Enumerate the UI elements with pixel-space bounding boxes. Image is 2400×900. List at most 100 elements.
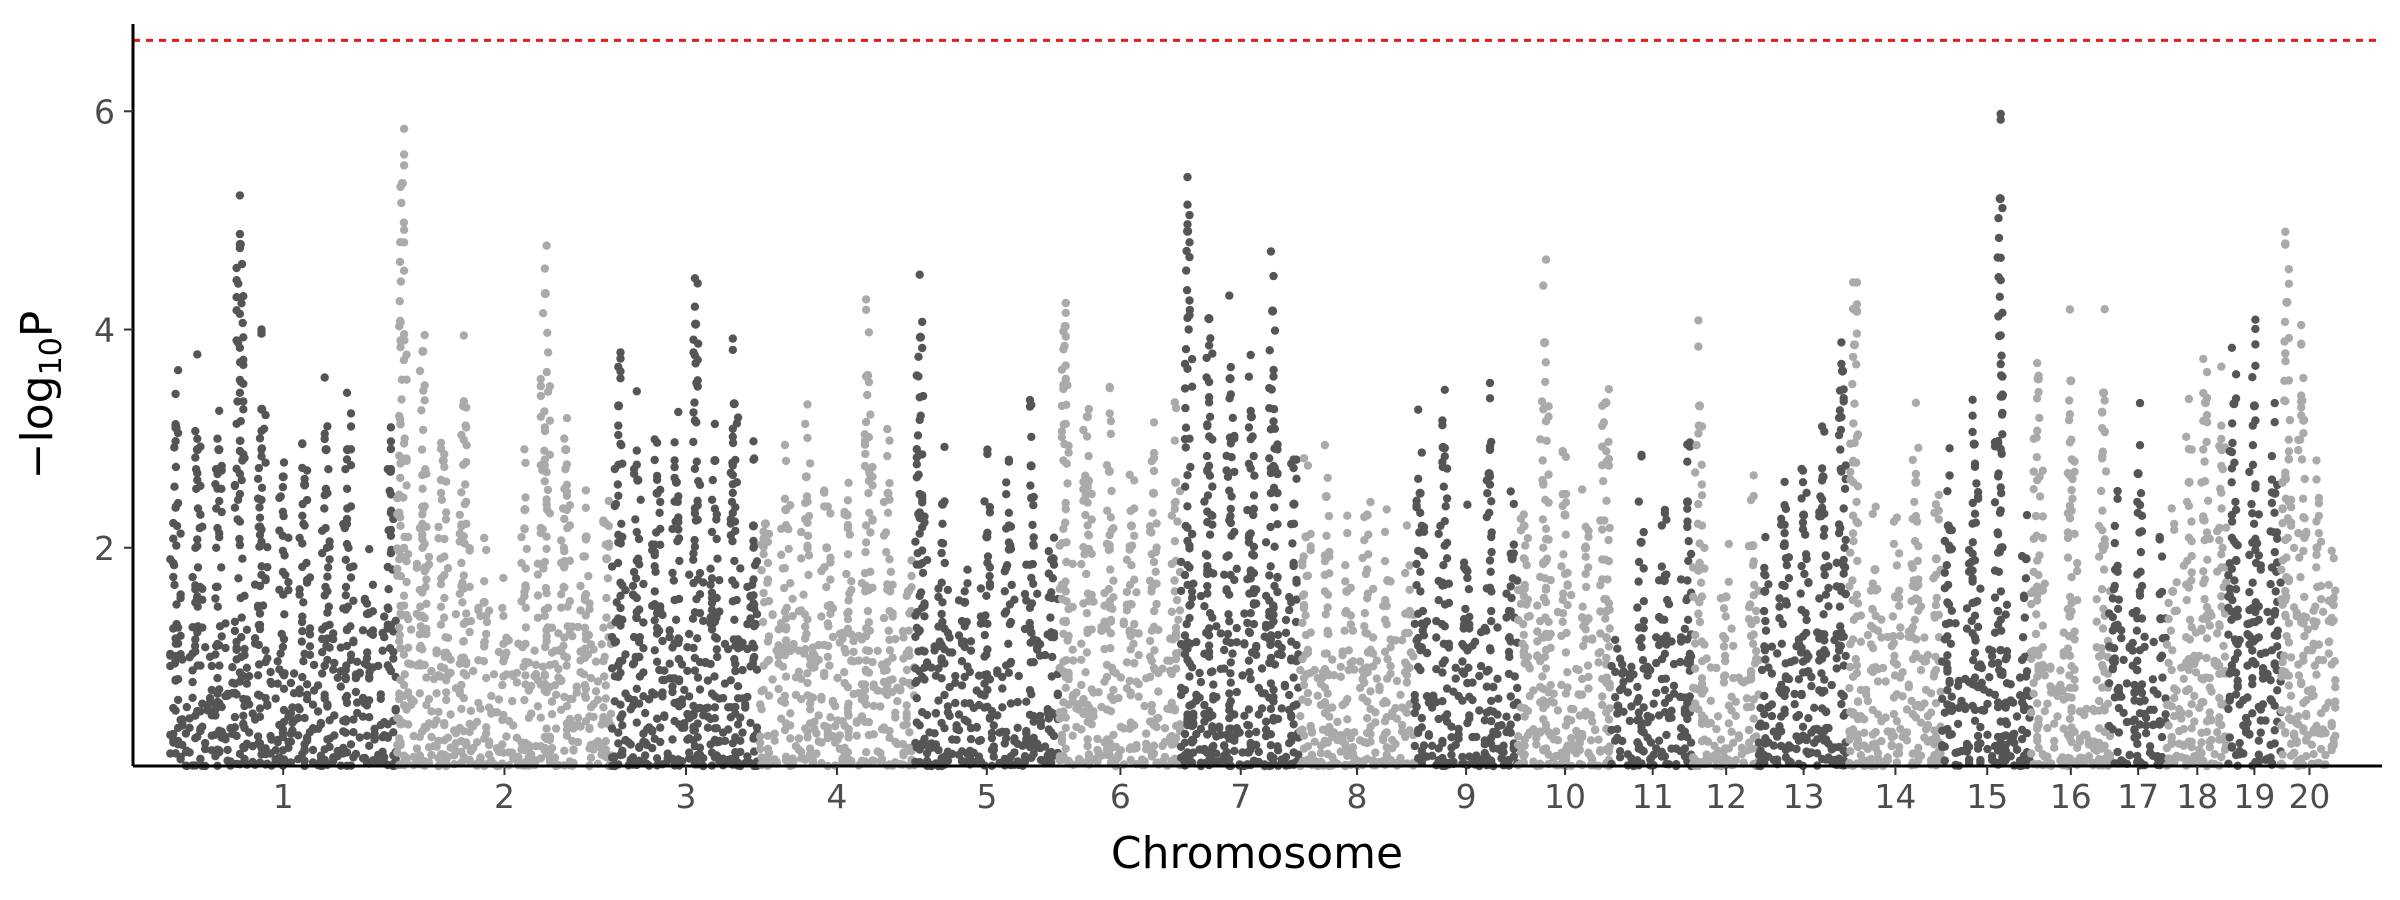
snp-point xyxy=(920,647,929,656)
snp-point xyxy=(1187,529,1197,539)
snp-point xyxy=(770,729,779,738)
snp-point xyxy=(1216,730,1226,739)
snp-point xyxy=(689,549,698,558)
snp-point xyxy=(1029,540,1038,549)
snp-point xyxy=(841,648,850,657)
snp-point xyxy=(1044,547,1054,556)
snp-point xyxy=(250,634,260,643)
snp-point xyxy=(1027,400,1036,409)
snp-point xyxy=(440,664,449,673)
snp-point xyxy=(1013,723,1022,732)
snp-point xyxy=(1204,648,1213,657)
snp-point xyxy=(952,735,961,744)
snp-point xyxy=(1205,471,1215,480)
snp-point xyxy=(1212,749,1221,758)
snp-point xyxy=(1567,733,1576,743)
snp-point xyxy=(198,595,207,604)
snp-point xyxy=(1533,601,1542,610)
snp-point xyxy=(616,700,625,709)
snp-point xyxy=(869,701,878,711)
snp-point xyxy=(849,647,858,657)
snp-point xyxy=(1697,491,1707,500)
snp-point xyxy=(330,711,339,720)
snp-point xyxy=(1523,706,1533,716)
snp-point xyxy=(1397,720,1407,730)
snp-point xyxy=(191,465,201,474)
snp-point xyxy=(1382,728,1391,737)
snp-point xyxy=(888,580,897,589)
snp-point xyxy=(1257,704,1267,713)
snp-point xyxy=(355,668,364,677)
snp-point xyxy=(931,708,941,718)
snp-point xyxy=(455,510,464,519)
peak-snp-point xyxy=(982,532,992,542)
snp-point xyxy=(927,663,936,672)
snp-point xyxy=(1006,699,1016,708)
snp-point xyxy=(1509,499,1519,509)
peak-snp-point xyxy=(385,466,395,476)
snp-point xyxy=(169,572,178,582)
snp-point xyxy=(1006,659,1015,668)
snp-point xyxy=(1249,451,1258,461)
snp-point xyxy=(550,753,560,762)
snp-point xyxy=(365,668,374,677)
snp-point xyxy=(562,414,572,423)
peak-snp-point xyxy=(438,455,448,466)
snp-point xyxy=(415,689,424,698)
snp-point xyxy=(1266,522,1275,532)
snp-point xyxy=(242,663,252,672)
snp-point xyxy=(1102,672,1112,682)
snp-point xyxy=(1170,537,1180,546)
snp-point xyxy=(689,643,698,653)
snp-point xyxy=(345,563,355,572)
snp-point xyxy=(399,601,409,610)
snp-point xyxy=(404,688,413,697)
snp-point xyxy=(650,587,659,596)
peak-snp-point xyxy=(1268,306,1278,316)
snp-point xyxy=(1599,418,1609,427)
snp-point xyxy=(1223,472,1233,481)
snp-point xyxy=(396,473,405,483)
snp-point xyxy=(751,619,760,629)
snp-point xyxy=(1220,664,1229,673)
snp-point xyxy=(1181,443,1191,452)
snp-point xyxy=(420,396,429,405)
snp-point xyxy=(1487,606,1496,616)
snp-point xyxy=(412,744,422,753)
snp-point xyxy=(733,682,743,691)
snp-point xyxy=(743,752,752,761)
snp-point xyxy=(323,422,332,431)
snp-point xyxy=(480,533,489,543)
snp-point xyxy=(1657,562,1667,571)
snp-point xyxy=(675,556,684,566)
snp-point xyxy=(612,598,621,607)
snp-point xyxy=(1261,717,1271,726)
snp-point xyxy=(1296,712,1305,721)
snp-point xyxy=(784,525,793,534)
snp-point xyxy=(355,733,364,742)
snp-point xyxy=(969,757,978,767)
snp-point xyxy=(1183,561,1192,570)
snp-point xyxy=(1183,471,1192,480)
snp-point xyxy=(1440,541,1449,550)
snp-point xyxy=(1269,405,1279,414)
snp-point xyxy=(781,636,791,645)
snp-point xyxy=(743,644,752,654)
snp-point xyxy=(193,622,202,631)
snp-point xyxy=(358,626,368,635)
snp-point xyxy=(436,672,445,681)
snp-point xyxy=(1170,706,1180,715)
snp-point xyxy=(1154,713,1163,723)
snp-point xyxy=(589,745,598,754)
peak-snp-point xyxy=(960,597,970,607)
snp-point xyxy=(1468,678,1477,687)
snp-point xyxy=(860,430,869,439)
snp-point xyxy=(1401,732,1410,742)
snp-point xyxy=(239,333,248,342)
snp-point xyxy=(1583,661,1593,670)
snp-point xyxy=(395,414,405,424)
snp-point xyxy=(418,543,427,552)
snp-point xyxy=(677,699,687,709)
snp-point xyxy=(298,511,307,520)
snp-point xyxy=(1586,736,1596,745)
